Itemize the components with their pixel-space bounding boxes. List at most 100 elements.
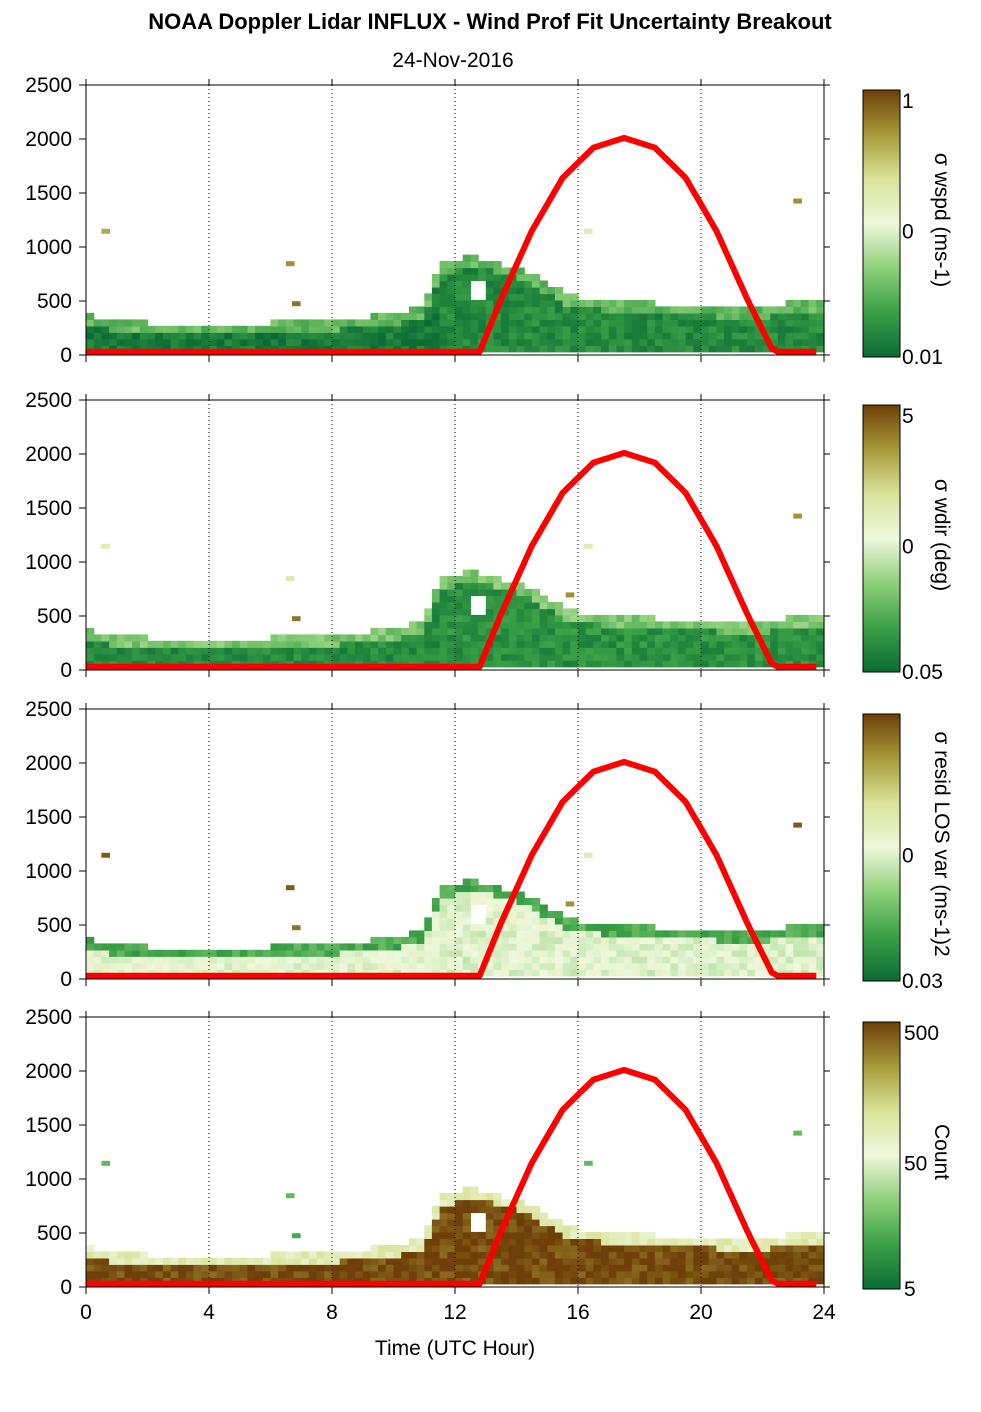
heatmap-cell: [524, 917, 533, 925]
heatmap-cell: [608, 1257, 618, 1265]
heatmap-cell: [739, 956, 748, 964]
heatmap-cell: [701, 306, 710, 314]
heatmap-cell: [132, 1264, 141, 1272]
heatmap-cell: [270, 640, 279, 648]
heatmap-cell: [339, 943, 348, 951]
heatmap-cell: [462, 943, 471, 951]
heatmap-cell: [677, 653, 687, 661]
heatmap-cell: [308, 943, 318, 951]
heatmap-cell: [701, 1270, 710, 1278]
heatmap-cell: [339, 640, 348, 648]
heatmap-cell: [624, 319, 633, 327]
colorbar-tick-label: 0.05: [902, 661, 943, 684]
heatmap-cell: [770, 306, 779, 314]
heatmap-cell: [293, 962, 302, 970]
heatmap-cell: [708, 930, 717, 938]
heatmap-cell: [800, 936, 810, 944]
heatmap-cell: [516, 943, 525, 951]
heatmap-cell: [455, 261, 464, 269]
heatmap-cell: [301, 640, 310, 648]
heatmap-cell: [462, 267, 471, 275]
heatmap-cell: [232, 653, 241, 661]
heatmap-cell: [185, 1257, 195, 1265]
heatmap-cell: [562, 1257, 571, 1265]
heatmap-cell: [724, 962, 733, 970]
heatmap-cell: [639, 647, 648, 655]
heatmap-cell: [147, 1270, 156, 1278]
heatmap-cell: [362, 1251, 372, 1259]
heatmap-cell: [439, 267, 448, 275]
heatmap-cell: [562, 1238, 571, 1246]
heatmap-cell: [547, 930, 556, 938]
heatmap-cell: [670, 1264, 679, 1272]
heatmap-cell: [593, 930, 602, 938]
heatmap-cell: [308, 1251, 318, 1259]
heatmap-cell: [531, 898, 541, 906]
heatmap-cell: [308, 956, 318, 964]
heatmap-cell: [247, 956, 256, 964]
heatmap-cell: [508, 614, 518, 622]
heatmap-cell: [639, 1251, 648, 1259]
heatmap-cell: [639, 325, 648, 333]
heatmap-cell: [631, 634, 641, 642]
heatmap-cell: [662, 634, 671, 642]
heatmap-cell: [493, 345, 502, 353]
heatmap-cell: [347, 1270, 356, 1278]
heatmap-cell: [747, 956, 756, 964]
heatmap-cell: [401, 1257, 410, 1265]
heatmap-cell: [216, 1264, 225, 1272]
heatmap-cell: [708, 1244, 717, 1252]
heatmap-cell: [447, 614, 456, 622]
heatmap-cell: [539, 634, 548, 642]
heatmap-cell: [770, 634, 779, 642]
heatmap-cell: [601, 634, 610, 642]
heatmap-cell: [178, 962, 187, 970]
heatmap-cell: [193, 653, 202, 661]
heatmap-cell: [362, 943, 372, 951]
heatmap-cell: [762, 1251, 771, 1259]
heatmap-cell: [447, 930, 456, 938]
heatmap-cell: [731, 325, 741, 333]
heatmap-cell: [670, 312, 679, 320]
heatmap-cell: [593, 936, 602, 944]
heatmap-cell: [347, 962, 356, 970]
heatmap-cell: [431, 1231, 441, 1239]
heatmap-cell: [624, 345, 633, 353]
heatmap-cell: [578, 306, 587, 314]
heatmap-cell: [385, 338, 395, 346]
heatmap-cell: [93, 1251, 102, 1259]
heatmap-cell: [324, 1251, 333, 1259]
heatmap-cell: [716, 325, 725, 333]
heatmap-cell: [685, 956, 694, 964]
heatmap-cell: [278, 338, 287, 346]
heatmap-cell: [493, 1225, 502, 1233]
heatmap-cell: [708, 1277, 717, 1285]
heatmap-cell: [539, 627, 548, 635]
heatmap-cell: [639, 1231, 648, 1239]
heatmap-cell: [608, 306, 618, 314]
heatmap-cell: [516, 614, 525, 622]
heatmap-cell: [431, 1251, 441, 1259]
heatmap-cell: [516, 930, 525, 938]
heatmap-cell: [608, 621, 618, 629]
heatmap-cell: [624, 956, 633, 964]
heatmap-cell: [339, 332, 348, 340]
heatmap-cell: [401, 647, 410, 655]
heatmap-cell: [631, 647, 641, 655]
heatmap-cell: [508, 956, 518, 964]
heatmap-cell: [547, 338, 556, 346]
heatmap-cell: [262, 962, 272, 970]
heatmap-cell: [493, 293, 502, 301]
heatmap-cell: [370, 634, 379, 642]
heatmap-cell: [385, 949, 395, 957]
heatmap-cell: [531, 640, 541, 648]
heatmap-cell: [739, 943, 748, 951]
heatmap-cell: [462, 634, 471, 642]
heatmap-cell: [362, 1257, 372, 1265]
heatmap-cell: [808, 653, 817, 661]
heatmap-cell: [316, 1257, 325, 1265]
heatmap-cell: [539, 338, 548, 346]
heatmap-cell: [731, 319, 741, 327]
heatmap-cell: [470, 1206, 479, 1214]
heatmap-cell: [639, 956, 648, 964]
